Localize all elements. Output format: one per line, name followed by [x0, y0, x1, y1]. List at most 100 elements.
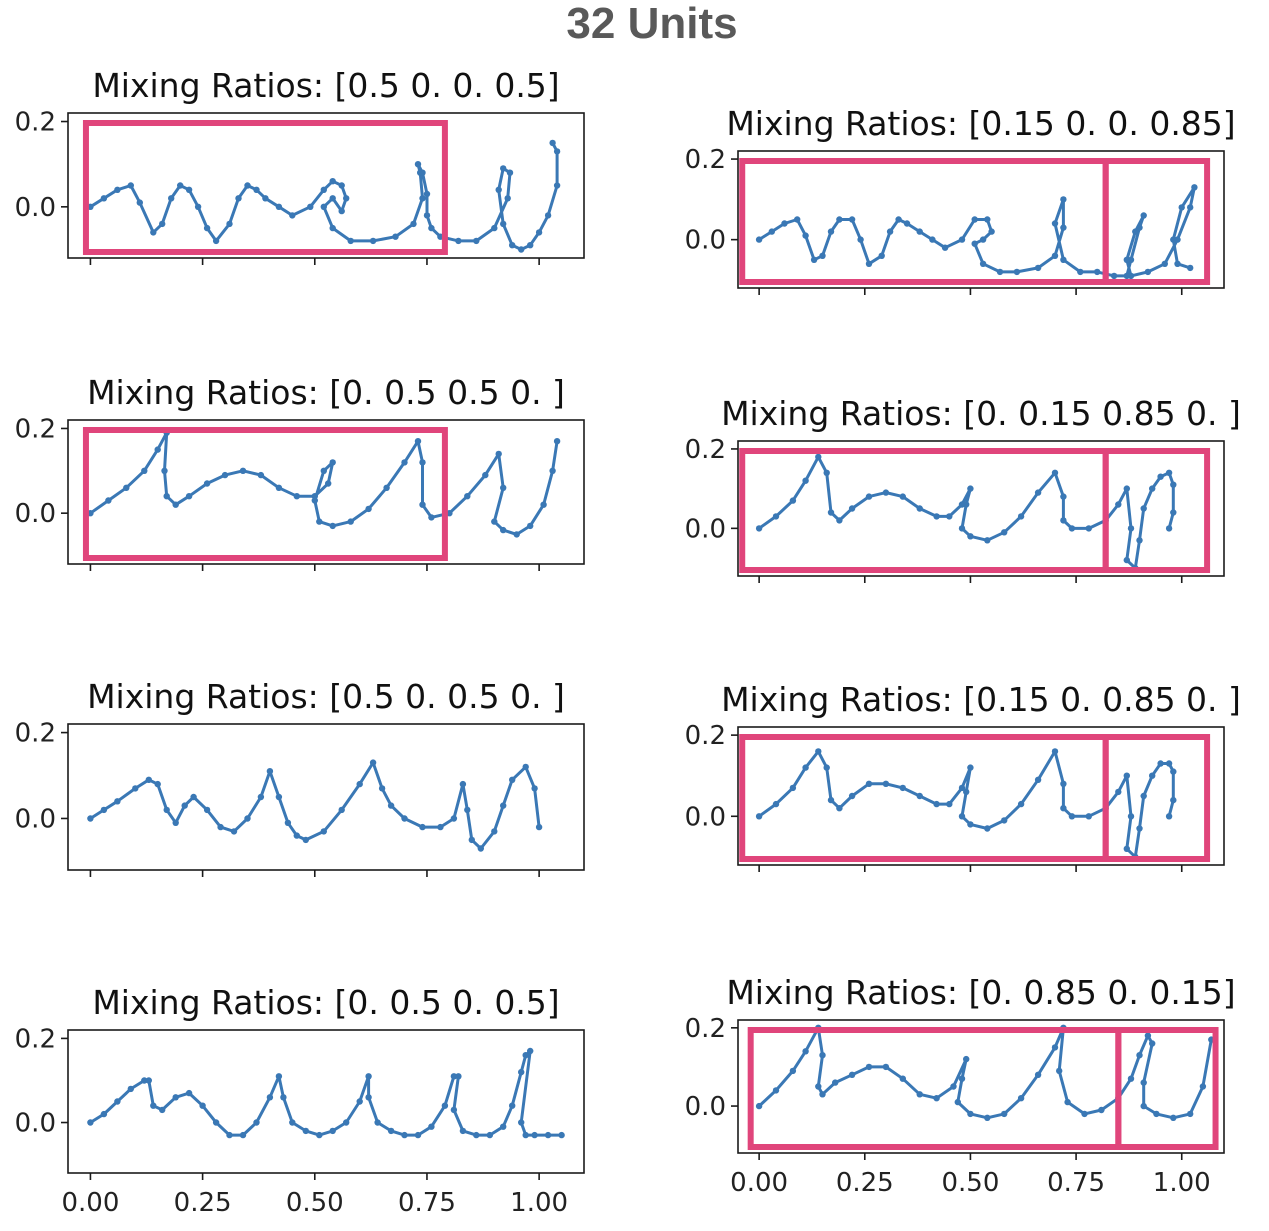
- data-point: [181, 802, 188, 809]
- data-point: [329, 195, 336, 202]
- data-point: [311, 497, 318, 504]
- data-point: [378, 785, 386, 792]
- data-point: [1123, 845, 1131, 852]
- data-point: [509, 1102, 516, 1109]
- data-point: [979, 236, 987, 243]
- data-point: [789, 497, 797, 504]
- data-point: [500, 526, 507, 534]
- data-point: [513, 531, 520, 538]
- data-point: [374, 1119, 381, 1126]
- y-tick-label: 0.2: [685, 721, 726, 751]
- data-point: [1060, 196, 1067, 203]
- subplot-5: Mixing Ratios: [0.5 0. 0.5 0. ] 0.0 0.2: [15, 677, 585, 877]
- data-point: [338, 207, 345, 215]
- data-point: [1191, 184, 1198, 191]
- data-point: [522, 1052, 529, 1059]
- data-point: [441, 1102, 449, 1109]
- data-point: [958, 1075, 966, 1082]
- data-point: [329, 224, 336, 232]
- data-point: [535, 229, 543, 236]
- data-point: [1034, 489, 1042, 496]
- data-point: [1127, 272, 1135, 280]
- y-tick-label: 0.0: [15, 499, 56, 529]
- data-point: [244, 815, 251, 822]
- data-point: [819, 1052, 826, 1059]
- data-point: [1157, 760, 1164, 767]
- data-point: [194, 203, 202, 210]
- subplot-2: Mixing Ratios: [0.15 0. 0. 0.85] 0.0 0.2: [685, 104, 1236, 295]
- data-point: [1140, 1079, 1147, 1086]
- data-point: [933, 800, 940, 808]
- data-point: [316, 1131, 323, 1139]
- data-point: [369, 759, 377, 766]
- data-point: [1149, 485, 1156, 492]
- data-point: [531, 1131, 538, 1139]
- data-point: [500, 1123, 507, 1130]
- data-point: [518, 1119, 525, 1126]
- data-point: [865, 1063, 873, 1071]
- y-tick-label: 0.0: [15, 804, 56, 834]
- figure-title: 32 Units: [566, 0, 737, 48]
- data-point: [392, 233, 399, 240]
- data-point: [114, 186, 121, 193]
- subplot-3: Mixing Ratios: [0. 0.5 0.5 0. ] 0.0 0.2: [15, 373, 585, 571]
- data-point: [1068, 525, 1076, 532]
- data-point: [199, 1102, 206, 1109]
- data-point: [235, 195, 242, 202]
- data-point: [1115, 788, 1122, 796]
- data-point: [275, 793, 283, 801]
- data-point: [882, 489, 890, 496]
- data-point: [114, 798, 121, 805]
- data-point: [253, 1119, 260, 1126]
- x-tick-label: 0.00: [61, 1188, 119, 1218]
- data-point: [450, 1073, 458, 1080]
- subplot-title: Mixing Ratios: [0. 0.5 0. 0.5]: [92, 983, 559, 1022]
- data-point: [933, 513, 940, 520]
- data-point: [1123, 772, 1131, 779]
- data-point: [172, 819, 179, 826]
- data-point: [509, 242, 516, 249]
- data-point: [161, 467, 168, 474]
- subplot-7: Mixing Ratios: [0. 0.5 0. 0.5] 0.0 0.2 0.00…: [15, 983, 585, 1218]
- subplot-title: Mixing Ratios: [0. 0.5 0.5 0. ]: [87, 373, 565, 412]
- data-point: [293, 832, 300, 839]
- x-tick-label: 0.00: [730, 1168, 788, 1198]
- data-point: [1170, 796, 1177, 804]
- data-point: [506, 169, 514, 176]
- data-point: [819, 252, 826, 259]
- data-point: [338, 806, 345, 814]
- data-point: [781, 220, 788, 227]
- data-point: [217, 823, 224, 831]
- data-point: [1060, 224, 1067, 231]
- data-point: [958, 236, 966, 243]
- subplot-title: Mixing Ratios: [0.15 0. 0. 0.85]: [726, 104, 1235, 143]
- data-point: [984, 216, 991, 223]
- data-point: [150, 229, 157, 236]
- data-point: [495, 186, 502, 193]
- highlight-box: [1102, 448, 1211, 573]
- data-point: [136, 199, 143, 206]
- axes-frame: [67, 419, 585, 565]
- data-point: [1127, 525, 1135, 532]
- data-point: [347, 518, 354, 525]
- data-point: [963, 1055, 970, 1063]
- data-point: [87, 815, 94, 822]
- data-point: [984, 537, 991, 544]
- data-point: [477, 845, 484, 852]
- data-point: [823, 764, 830, 771]
- data-point: [253, 186, 260, 193]
- data-point: [419, 459, 426, 466]
- data-point: [1123, 485, 1131, 492]
- subplot-1: Mixing Ratios: [0.5 0. 0. 0.5] 0.0 0.2: [15, 66, 585, 265]
- data-point: [100, 195, 108, 202]
- data-point: [329, 522, 336, 530]
- data-point: [899, 1075, 906, 1082]
- data-point: [459, 1127, 467, 1135]
- data-point: [185, 1089, 193, 1097]
- series-line: [757, 749, 1175, 859]
- y-tick-label: 0.2: [15, 1024, 56, 1054]
- data-point: [230, 828, 238, 835]
- data-point: [1077, 268, 1084, 276]
- data-point: [1140, 1102, 1147, 1110]
- data-point: [558, 1131, 565, 1139]
